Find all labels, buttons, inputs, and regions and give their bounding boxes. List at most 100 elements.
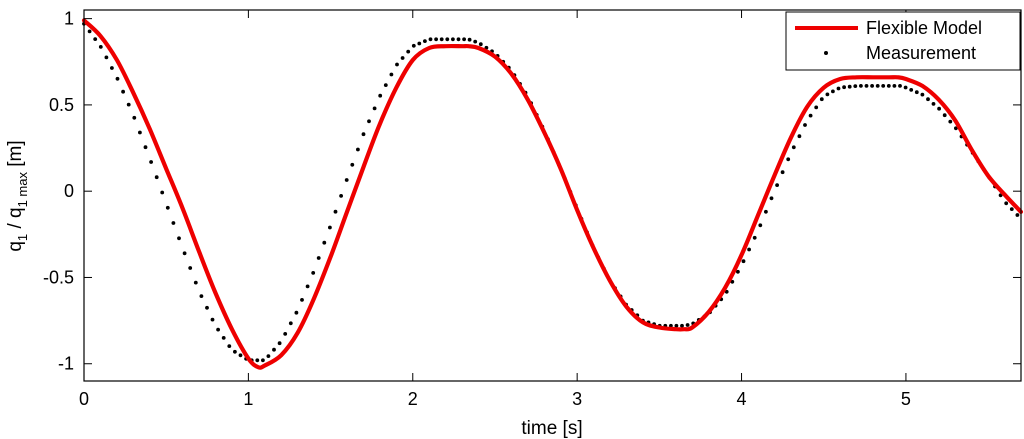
measurement-point [445,37,450,42]
x-axis-label: time [s] [521,418,582,439]
measurement-point [814,105,819,110]
legend-label-flexible-model: Flexible Model [866,18,982,38]
plot-frame [83,9,1022,382]
measurement-point [758,223,763,228]
measurement-point [752,235,757,240]
y-axis-label-sub1: 1 [15,234,30,241]
measurement-point [283,332,288,336]
x-tick-label: 5 [901,389,911,409]
measurement-point [926,97,930,102]
measurement-point [216,327,221,332]
measurement-point [736,269,740,274]
measurement-point [920,92,925,97]
measurement-point [288,321,293,326]
measurement-point [143,145,148,150]
measurement-point [294,310,299,315]
measurement-point [886,84,891,88]
measurement-point [680,323,684,328]
measurement-point [328,225,332,230]
measurement-point [277,341,282,346]
measurement-point [775,183,779,188]
measurement-point [255,358,260,363]
measurement-point [825,92,830,97]
measurement-point [177,236,181,241]
x-tick-label: 2 [408,389,418,409]
measurement-point [333,209,338,214]
measurement-point [104,55,109,60]
measurement-point [350,162,355,167]
measurement-point [171,221,176,225]
measurement-point [233,349,237,354]
measurement-point [948,119,953,124]
measurement-point [110,66,114,70]
legend-box [785,11,1021,71]
measurement-point [764,209,768,214]
measurement-point [797,134,802,139]
measurement-point [685,323,690,327]
measurement-point [149,160,154,164]
measurement-point [361,132,366,137]
measurement-point [188,266,193,270]
measurement-point [193,280,198,285]
measurement-point [305,284,310,289]
measurement-point [478,42,483,47]
measurement-point [400,56,405,60]
measurement-point [227,344,232,348]
ticks-layer: 0 1 2 3 4 5 1 0.5 0 -0.5 -1 [43,9,1021,409]
measurement-point [356,147,360,152]
measurement-point [372,106,377,111]
measurement-point [1015,213,1020,217]
measurement-point [942,113,947,118]
measurement-point [881,84,886,88]
measurement-point [210,317,215,322]
measurement-point [266,354,271,358]
x-tick-label: 1 [243,389,253,409]
measurement-point [98,45,103,49]
measurement-point [154,175,159,180]
measurement-point [931,102,936,106]
legend: Flexible Model Measurement [785,11,1021,71]
measurement-point [395,62,399,67]
measurement-point [126,102,131,107]
measurement-point [93,37,98,41]
measurement-point [741,259,746,264]
measurement-point [316,256,321,260]
measurement-point [272,347,276,352]
measurement-point [780,170,785,175]
measurement-point [406,49,411,54]
measurement-point [831,89,835,94]
legend-label-measurement: Measurement [866,43,976,63]
measurement-point [462,37,466,42]
measurement-point [423,39,427,43]
y-axis-label-unit: [m] [5,140,26,172]
x-tick-label: 4 [737,389,747,409]
measurement-point [769,196,774,201]
measurement-point [115,76,120,81]
y-axis-label-main: q [5,241,26,252]
y-tick-label: -1 [58,354,74,374]
series-flexible-model-line [81,18,1024,370]
y-tick-label: 1 [64,9,74,29]
measurement-point [836,86,841,91]
measurement-point [339,194,343,198]
measurement-point [138,130,142,135]
measurement-point [238,353,243,358]
measurement-point [803,123,807,127]
measurement-point [747,247,751,252]
x-tick-label: 0 [79,389,89,409]
measurement-point [378,93,383,98]
measurement-point [87,29,92,34]
measurement-point [300,298,304,302]
y-tick-label: 0 [64,181,74,201]
measurement-point [875,84,880,88]
measurement-point [132,115,137,120]
measurement-point [182,251,187,256]
measurement-point [674,323,679,328]
measurement-point [847,84,852,89]
measurement-point [121,89,125,94]
measurement-point [467,37,472,42]
measurement-point [898,84,902,88]
measurement-point [367,119,371,124]
measurement-point [1004,201,1009,206]
